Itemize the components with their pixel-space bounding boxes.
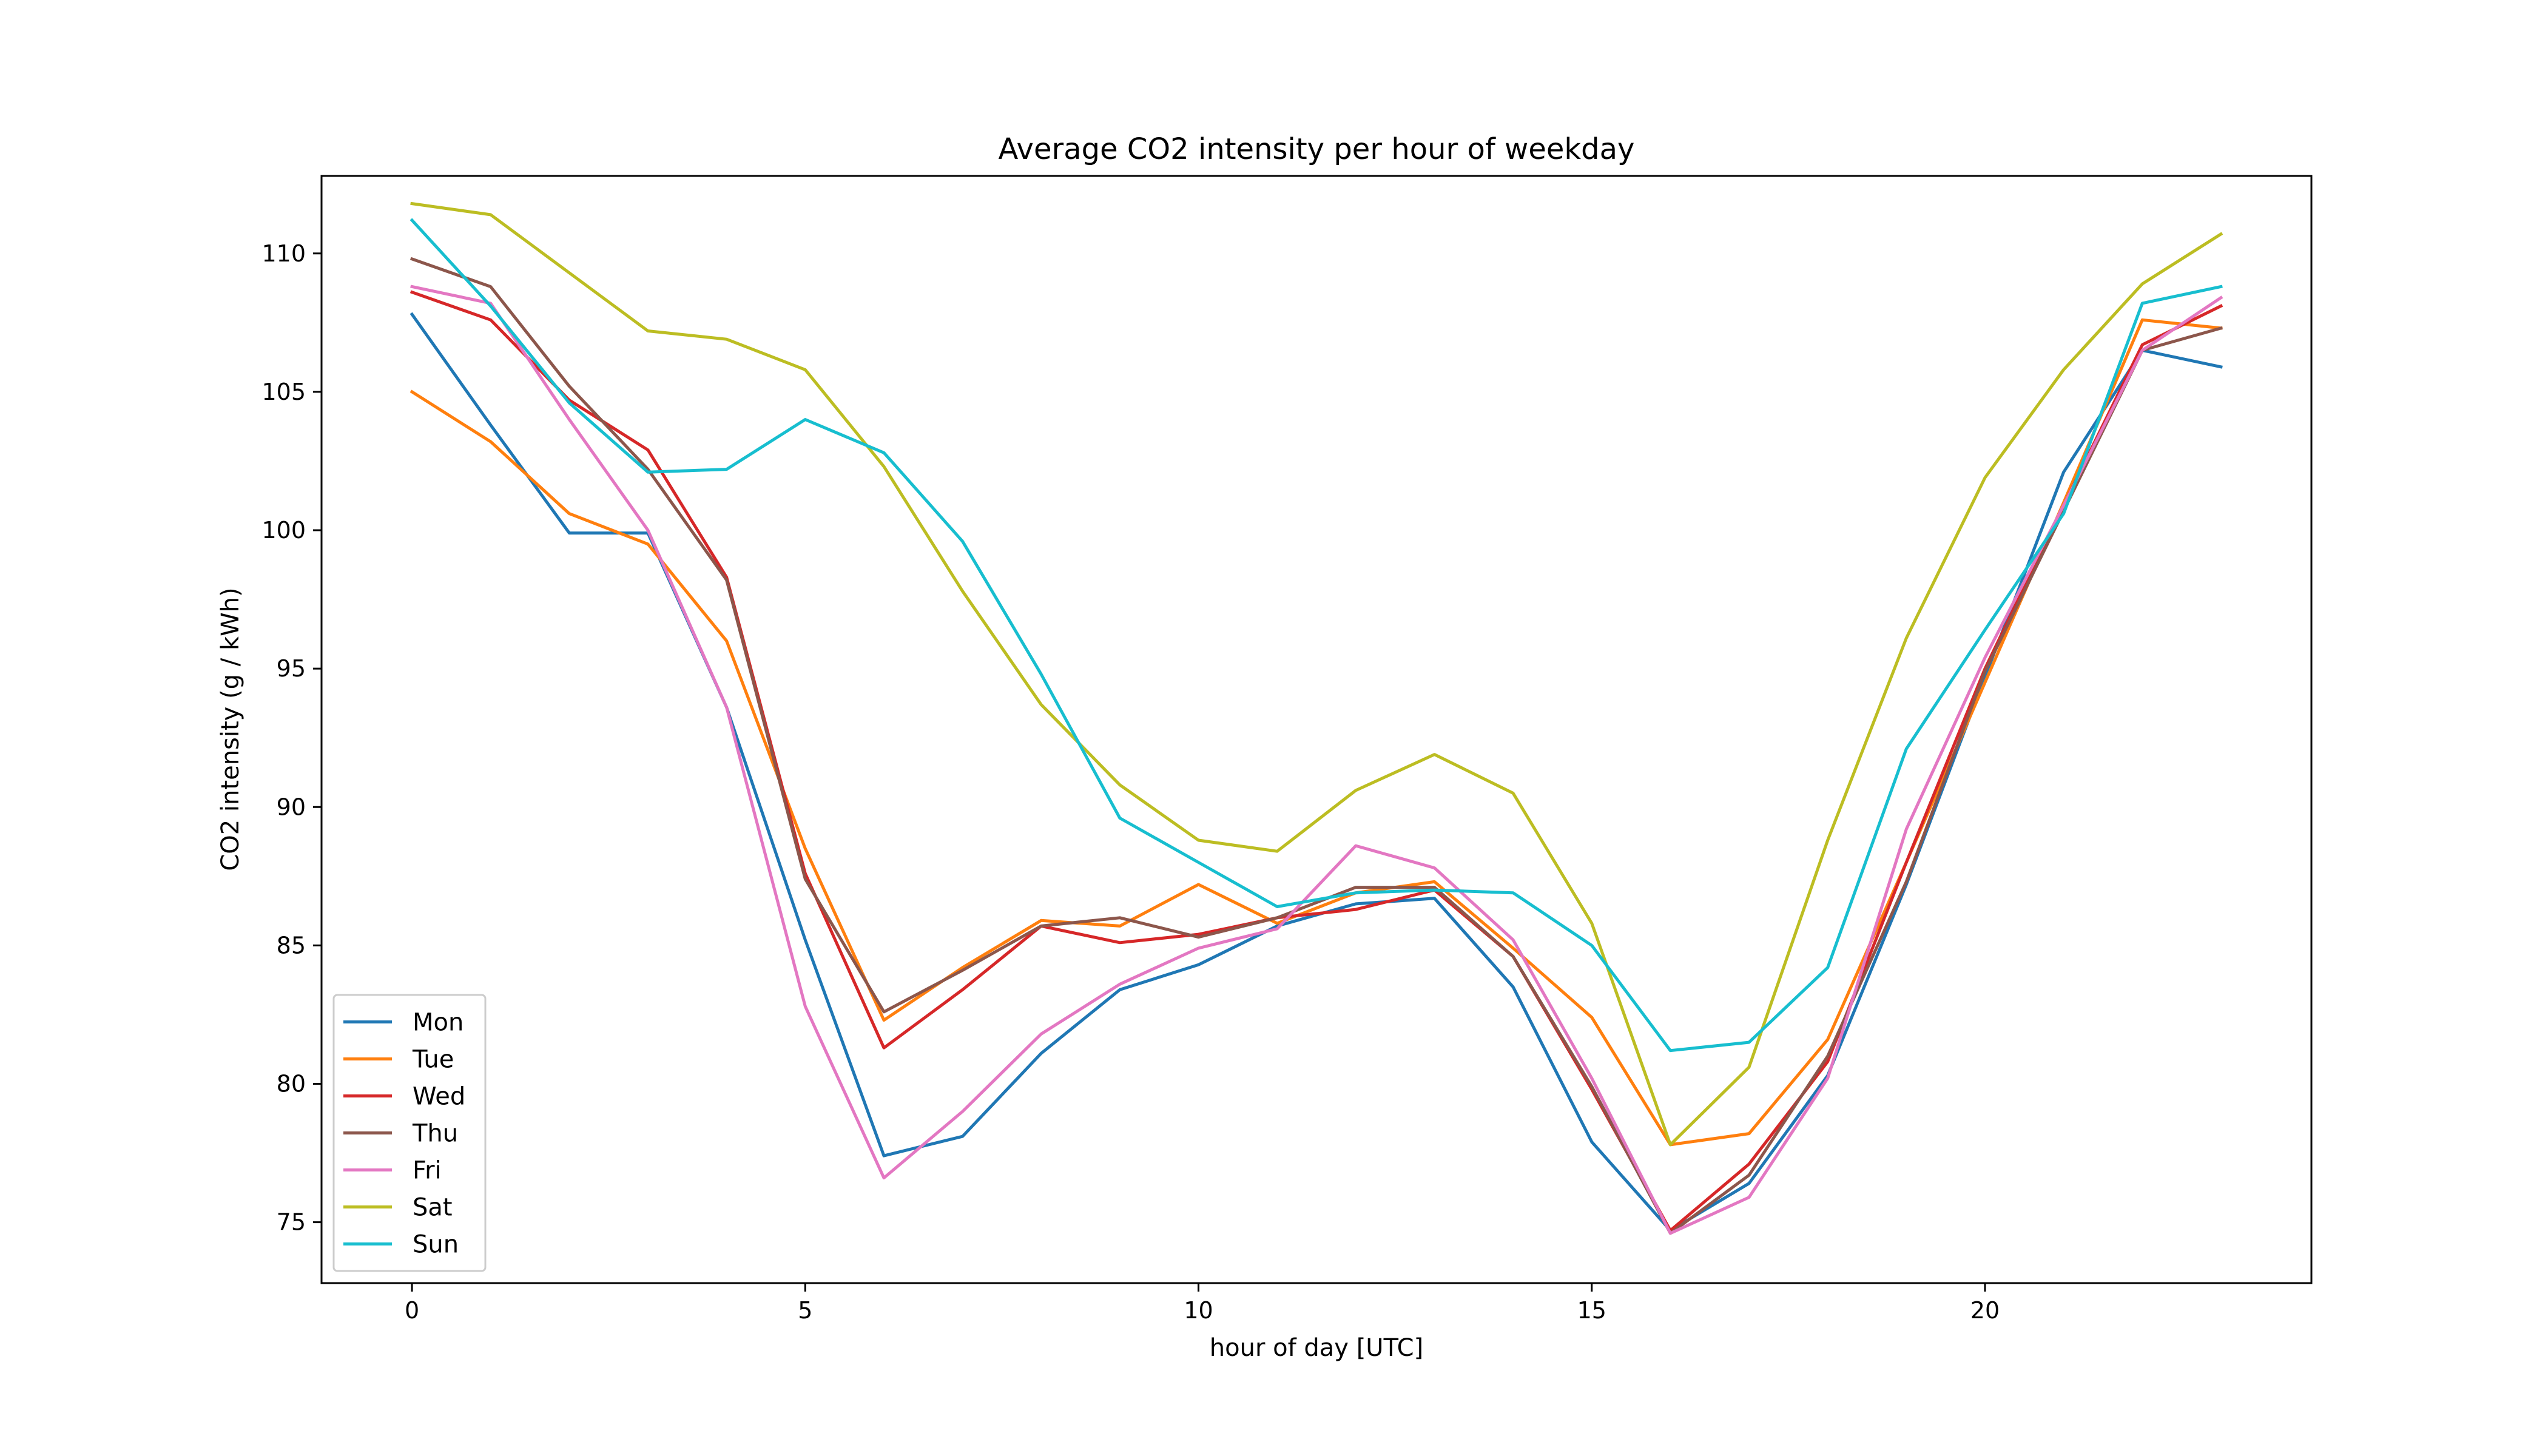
legend-label-mon: Mon — [413, 1009, 463, 1037]
x-tick-label: 5 — [798, 1297, 812, 1324]
y-tick-label: 95 — [277, 655, 306, 682]
series-line-fri — [410, 285, 2223, 1235]
legend-label-thu: Thu — [412, 1120, 458, 1148]
y-tick-label: 80 — [277, 1071, 306, 1097]
series-line-wed — [410, 290, 2223, 1232]
plot-lines — [410, 201, 2223, 1235]
series-line-sun — [410, 218, 2223, 1053]
y-tick-label: 105 — [261, 379, 306, 405]
y-axis: 75 80 85 90 95 100 105 110 — [261, 240, 322, 1236]
legend-label-tue: Tue — [412, 1046, 454, 1074]
chart-title: Average CO2 intensity per hour of weekda… — [999, 132, 1635, 166]
y-tick-label: 100 — [261, 517, 306, 544]
legend-label-fri: Fri — [413, 1157, 442, 1185]
series-line-thu — [410, 257, 2223, 1235]
legend: Mon Tue Wed Thu Fri Sat Sun — [332, 994, 487, 1272]
legend-label-sat: Sat — [413, 1194, 453, 1222]
y-tick-label: 85 — [277, 932, 306, 959]
x-tick-label: 0 — [405, 1297, 419, 1324]
legend-frame — [332, 994, 487, 1272]
x-axis-label: hour of day [UTC] — [1210, 1334, 1423, 1362]
x-tick-label: 20 — [1970, 1297, 2000, 1324]
y-tick-label: 110 — [261, 240, 306, 267]
x-axis: 0 5 10 15 20 — [405, 1283, 2000, 1324]
plot-frame — [320, 175, 2313, 1284]
legend-label-sun: Sun — [413, 1231, 459, 1259]
y-tick-label: 90 — [277, 794, 306, 820]
y-tick-label: 75 — [277, 1209, 306, 1236]
legend-label-wed: Wed — [413, 1083, 465, 1111]
x-tick-label: 10 — [1184, 1297, 1213, 1324]
y-axis-label: CO2 intensity (g / kWh) — [217, 587, 244, 871]
x-tick-label: 15 — [1577, 1297, 1606, 1324]
series-line-sat — [410, 201, 2223, 1147]
